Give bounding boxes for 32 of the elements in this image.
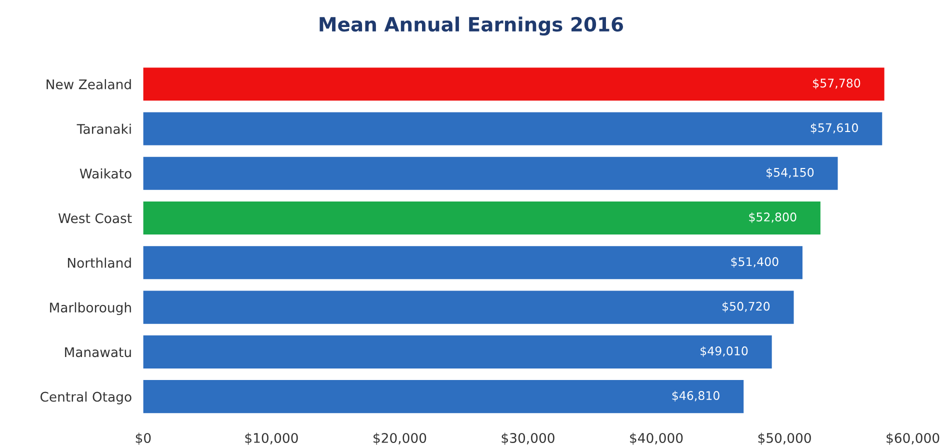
data-label: $49,010 (700, 346, 748, 357)
x-tick-label: $0 (136, 432, 151, 445)
bar (143, 290, 794, 324)
x-tick-label: $30,000 (502, 432, 554, 445)
bar (143, 68, 884, 101)
chart-title: Mean Annual Earnings 2016 (320, 16, 624, 36)
bar (143, 112, 882, 146)
y-tick-label: Northland (68, 258, 131, 268)
data-label: $46,810 (672, 390, 720, 402)
data-label: $50,720 (722, 302, 770, 312)
y-tick-label: Manawatu (65, 347, 131, 358)
y-tick-label: Waikato (80, 168, 132, 179)
y-tick-label: Central Otago (40, 392, 132, 404)
bar (143, 246, 802, 280)
data-label: $54,150 (766, 168, 814, 178)
bar (143, 202, 820, 235)
x-tick-label: $10,000 (245, 432, 298, 445)
data-label: $57,780 (813, 78, 860, 90)
y-tick-label: New Zealand (46, 79, 131, 90)
bar (143, 156, 838, 190)
x-tick-label: $40,000 (630, 432, 683, 445)
data-label: $52,800 (749, 212, 796, 224)
y-tick-label: Taranaki (76, 124, 131, 134)
bar (143, 335, 772, 368)
data-label: $57,610 (810, 123, 858, 134)
x-tick-label: $20,000 (374, 432, 426, 445)
y-tick-label: West Coast (58, 213, 132, 224)
data-label: $51,400 (731, 256, 778, 268)
x-tick-label: $50,000 (758, 432, 811, 445)
x-tick-label: $60,000 (886, 432, 940, 445)
bar (143, 380, 744, 414)
y-tick-label: Marlborough (50, 302, 131, 316)
